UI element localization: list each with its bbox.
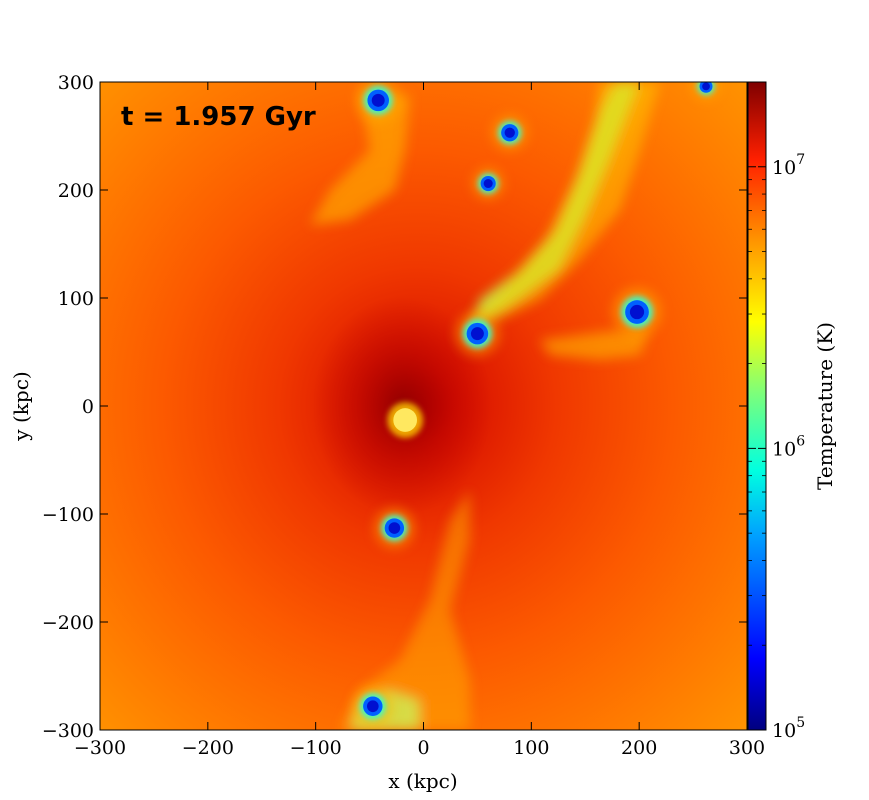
colorbar-tick-base: 10 bbox=[772, 438, 796, 460]
x-tick-label: 0 bbox=[417, 737, 429, 759]
cold-clump bbox=[374, 508, 414, 548]
cold-clump bbox=[356, 82, 400, 122]
x-axis-ticks: −300 −200 −100 0 100 200 300 bbox=[74, 82, 765, 759]
stream-bottom bbox=[340, 490, 470, 730]
colorbar-tick-base: 10 bbox=[772, 157, 796, 179]
cold-clump bbox=[492, 115, 528, 151]
warm-core bbox=[387, 402, 423, 438]
y-tick-label: 100 bbox=[58, 288, 94, 310]
x-tick-label: 100 bbox=[513, 737, 549, 759]
colorbar-tick-exponent: 6 bbox=[796, 433, 805, 449]
colorbar-tick-base: 10 bbox=[772, 720, 796, 742]
clump-layer bbox=[353, 82, 719, 726]
cold-clump bbox=[455, 312, 499, 356]
x-axis-label: x (kpc) bbox=[388, 769, 457, 793]
stream-top-right-outer bbox=[470, 82, 660, 320]
stream-top-left bbox=[310, 92, 410, 225]
temperature-map bbox=[100, 82, 747, 730]
time-annotation: t = 1.957 Gyr bbox=[121, 102, 316, 132]
clump-center bbox=[483, 178, 493, 189]
x-tick-label: −300 bbox=[74, 737, 126, 759]
y-tick-label: 300 bbox=[58, 72, 94, 94]
cold-clump bbox=[473, 168, 504, 199]
clump-center bbox=[504, 127, 515, 138]
clump-center bbox=[371, 93, 385, 107]
stream-right-clump bbox=[540, 330, 650, 360]
x-tick-label: −200 bbox=[182, 737, 234, 759]
warm-core-center bbox=[393, 408, 418, 432]
colorbar-tick-label: 105 bbox=[772, 715, 805, 742]
clump-center bbox=[629, 304, 645, 320]
y-tick-label: 0 bbox=[82, 396, 94, 418]
colorbar-tick-label: 106 bbox=[772, 433, 805, 460]
clump-center bbox=[702, 82, 710, 91]
x-tick-label: 300 bbox=[729, 737, 765, 759]
colorbar-tick-exponent: 5 bbox=[796, 715, 805, 731]
clump-center bbox=[366, 700, 379, 713]
x-tick-label: 200 bbox=[621, 737, 657, 759]
y-tick-label: −100 bbox=[42, 504, 94, 526]
cold-clump bbox=[353, 686, 393, 726]
cold-clump bbox=[693, 82, 719, 100]
y-axis-ticks: −300 −200 −100 0 100 200 300 bbox=[42, 72, 747, 742]
x-tick-label: −100 bbox=[290, 737, 342, 759]
cold-clump bbox=[613, 288, 661, 336]
y-tick-label: 200 bbox=[58, 180, 94, 202]
clump-center bbox=[388, 522, 401, 534]
colorbar-tick-exponent: 7 bbox=[796, 152, 805, 168]
colorbar bbox=[747, 81, 767, 731]
y-axis-label: y (kpc) bbox=[9, 371, 33, 441]
y-tick-label: −300 bbox=[42, 720, 94, 742]
clump-center bbox=[470, 327, 484, 341]
y-tick-label: −200 bbox=[42, 612, 94, 634]
colorbar-label: Temperature (K) bbox=[813, 322, 837, 490]
colorbar-tick-label: 107 bbox=[772, 152, 805, 179]
